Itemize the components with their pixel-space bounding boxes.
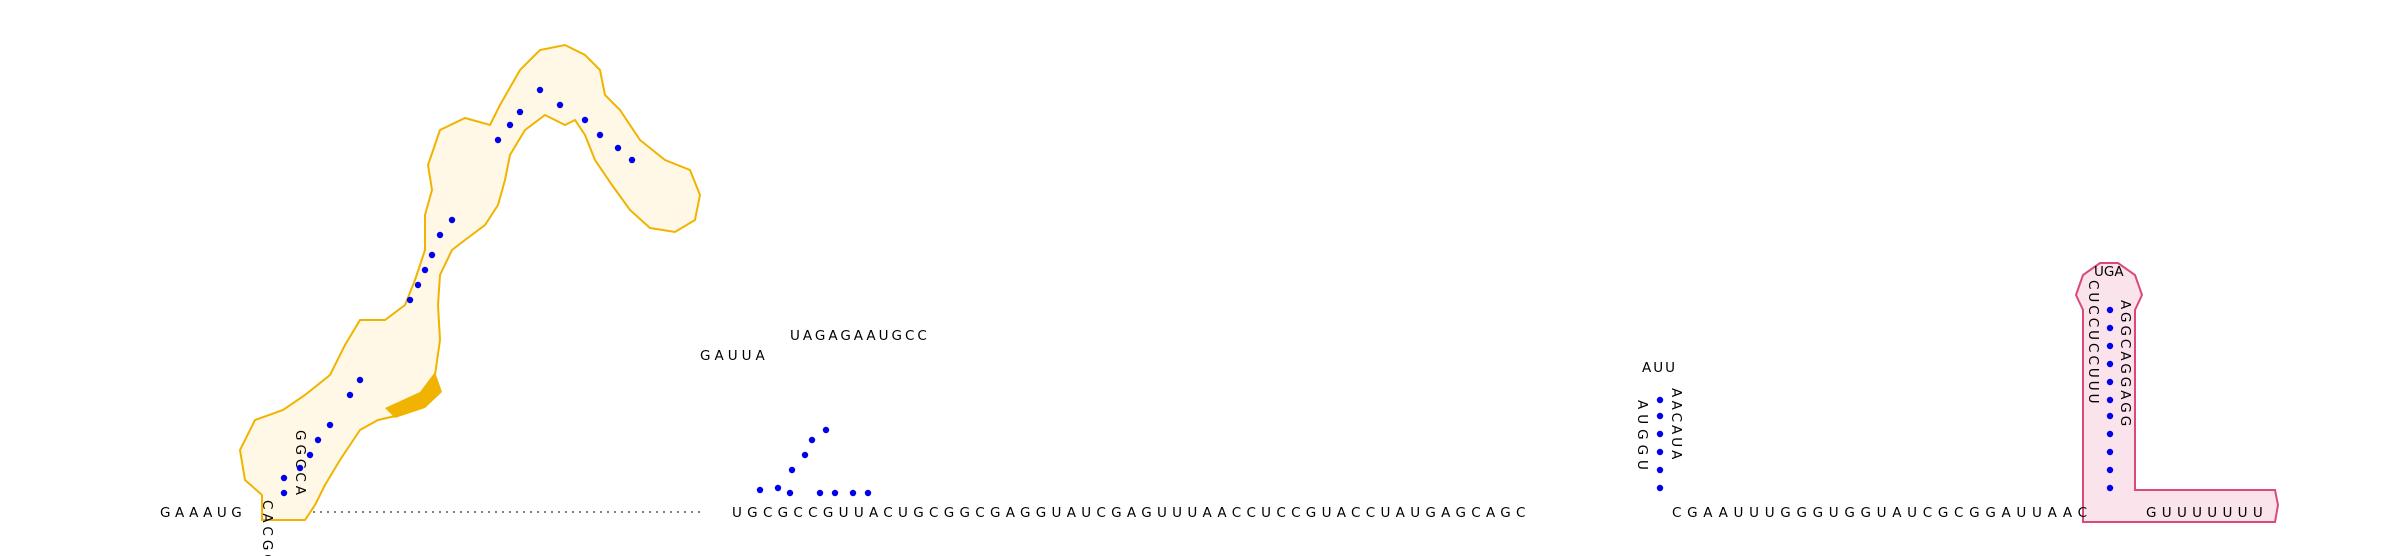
pair-dot — [414, 281, 422, 289]
pair-dot — [280, 489, 288, 497]
pair-dot — [816, 489, 824, 497]
pair-dot — [494, 136, 502, 144]
pair-dot — [614, 144, 622, 152]
pair-dot — [516, 108, 524, 116]
seq-terminator-tail: GUUUUUUU — [2146, 505, 2268, 521]
seq-terminator-left-stem: CUCCUCCUUU — [2085, 280, 2101, 407]
seq-hairpin3-loop: AUU — [1642, 360, 1677, 376]
pair-dot — [801, 451, 809, 459]
pair-dot — [2106, 360, 2114, 368]
pair-dot — [556, 101, 564, 109]
pair-dot — [306, 451, 314, 459]
pair-dot — [2106, 412, 2114, 420]
pair-dot — [314, 436, 322, 444]
pair-dot — [756, 486, 764, 494]
base-pair-dots — [280, 86, 2114, 497]
seq-hairpin3-left-stem: AUGGU — [1634, 400, 1650, 475]
pair-dot — [628, 156, 636, 164]
pair-dot — [326, 421, 334, 429]
seq-hairpin2-loop-b: UAGAGAAUGCC — [790, 328, 930, 344]
highlight-region — [238, 43, 702, 521]
pair-dot — [2106, 378, 2114, 386]
seq-hairpin2-loop-a: GAUUA — [700, 348, 769, 364]
pair-dot — [1656, 484, 1664, 492]
pair-dot — [2106, 448, 2114, 456]
seq-hairpin1-left-stem: CACGG — [259, 500, 275, 556]
pair-dot — [774, 484, 782, 492]
pair-dot — [2106, 430, 2114, 438]
pair-dot — [2106, 466, 2114, 474]
pair-dot — [1656, 466, 1664, 474]
seq-terminator-loop: UGA — [2094, 264, 2124, 280]
pair-dot — [421, 266, 429, 274]
pair-dot — [356, 376, 364, 384]
pair-dot — [280, 474, 288, 482]
pair-dot — [2106, 484, 2114, 492]
pair-dot — [849, 489, 857, 497]
pair-dot — [406, 296, 414, 304]
pair-dot — [448, 216, 456, 224]
seq-terminator-right-stem: AGGCAGGAGG — [2117, 300, 2133, 429]
pair-dot — [2106, 306, 2114, 314]
pair-dot — [536, 86, 544, 94]
pair-dot — [831, 489, 839, 497]
pair-dot — [1656, 430, 1664, 438]
pair-dot — [596, 131, 604, 139]
seq-hairpin3-right-stem: AACAUA — [1668, 388, 1684, 462]
seq-after-hairpin3: CGAAUUUGGGUGGUAUCGCGGAUUAAC — [1672, 505, 2093, 521]
pair-dot — [436, 231, 444, 239]
pair-dot — [864, 489, 872, 497]
pair-dot — [786, 489, 794, 497]
pair-dot — [788, 466, 796, 474]
highlight-solid-patch — [385, 372, 442, 418]
seq-baseline-5prime: GAAAUG — [160, 505, 246, 521]
pair-dot — [296, 464, 304, 472]
pair-dot — [2106, 342, 2114, 350]
seq-hairpin2-middle: UGCGCCGUUACUGCGGCGAGGUAUCGAGUUUAACCUCCGU… — [732, 505, 1531, 521]
pair-dot — [428, 251, 436, 259]
pair-dot — [506, 121, 514, 129]
pair-dot — [822, 426, 830, 434]
pair-dot — [1656, 396, 1664, 404]
pair-dot — [1656, 448, 1664, 456]
pair-dot — [1656, 412, 1664, 420]
pair-dot — [346, 391, 354, 399]
pair-dot — [808, 436, 816, 444]
pair-dot — [2106, 396, 2114, 404]
pair-dot — [581, 116, 589, 124]
pair-dot — [2106, 324, 2114, 332]
terminator-outline — [2074, 262, 2280, 523]
seq-hairpin1-right-stem: GGCCA — [292, 430, 308, 499]
